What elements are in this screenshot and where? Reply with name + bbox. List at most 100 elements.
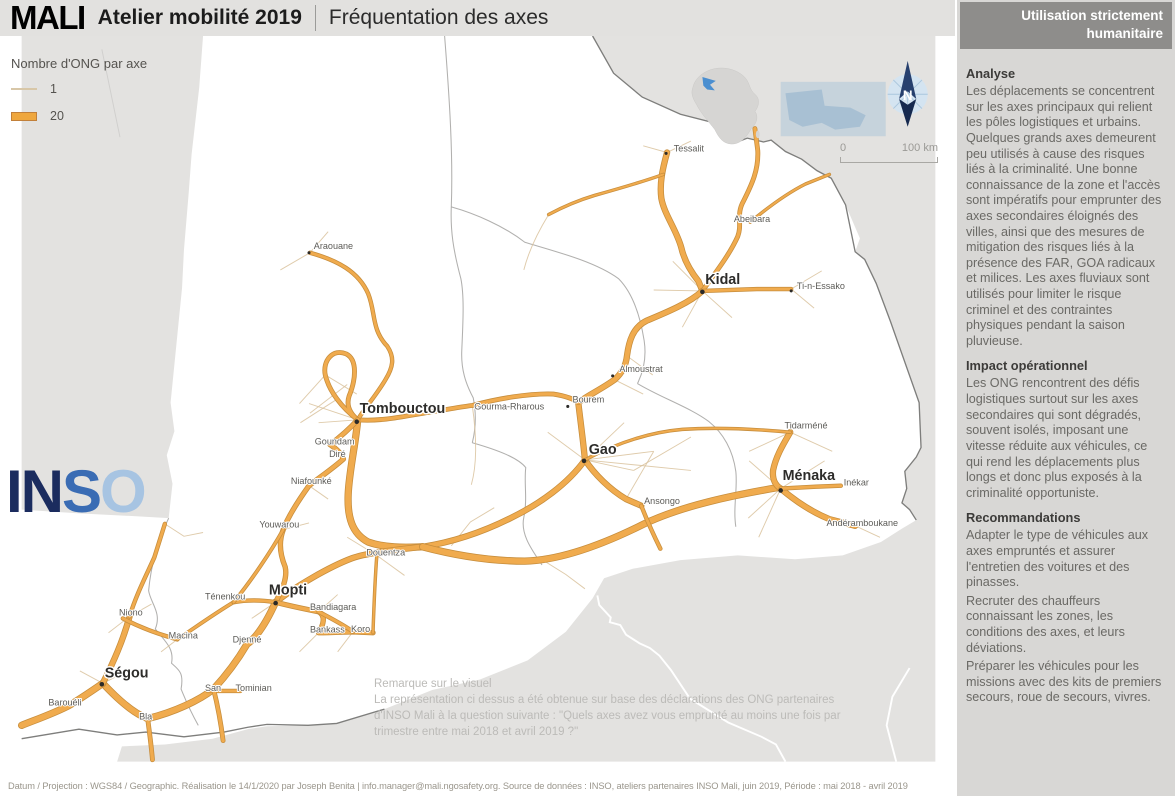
axis-route xyxy=(356,392,580,422)
title-bar: MALI Atelier mobilité 2019 Fréquentation… xyxy=(0,0,955,36)
axis-route xyxy=(372,554,378,634)
city-label: Ségou xyxy=(105,666,149,682)
city-label: Gao xyxy=(589,442,617,458)
inset-mali-shape xyxy=(785,89,866,130)
city-label: Niono xyxy=(119,608,143,618)
axis-route xyxy=(308,251,394,422)
secondary-axis xyxy=(790,288,815,309)
secondary-axis xyxy=(542,559,586,590)
secondary-axes-layer xyxy=(79,140,881,684)
city-dot xyxy=(664,151,668,155)
axis-route xyxy=(128,522,167,618)
axis-casing xyxy=(344,416,427,551)
city-label: Barouéli xyxy=(48,697,81,707)
city-label: Ansongo xyxy=(644,496,680,506)
region-border-tombouctou-gao xyxy=(472,442,543,566)
analysis-panel: Utilisation strictement humanitaire Anal… xyxy=(957,0,1175,796)
axis-casing xyxy=(575,287,706,406)
scale-start-label: 0 xyxy=(840,142,847,154)
axis-route xyxy=(779,484,843,490)
axis-route xyxy=(121,616,179,641)
secondary-axis xyxy=(780,460,825,489)
mali-map: Tessalit Abeibara Kidal Ti-n-Essako Araouane… xyxy=(0,36,957,796)
remark-title: Remarque sur le visuel xyxy=(374,678,492,690)
secondary-axis xyxy=(790,270,822,290)
axis-route xyxy=(273,417,360,605)
secondary-axis xyxy=(164,523,204,537)
city-label: Tombouctou xyxy=(360,401,446,417)
city-label: San xyxy=(205,683,221,693)
city-label: Bankass xyxy=(310,625,345,635)
border-niger-burkina-white xyxy=(885,667,911,762)
secondary-axis xyxy=(584,459,634,471)
axis-route xyxy=(770,429,793,491)
sidebar-section-heading: Analyse xyxy=(966,66,1016,82)
city-dot xyxy=(789,289,793,293)
secondary-axis xyxy=(299,374,326,404)
region-border-kidal-gao xyxy=(451,206,646,384)
sidebar-sections: Analyse Les déplacements se concentrent s… xyxy=(957,49,1175,706)
city-dot xyxy=(700,289,705,295)
secondary-axis xyxy=(337,631,354,653)
city-dot xyxy=(354,419,360,425)
secondary-axis xyxy=(584,422,625,461)
secondary-axis xyxy=(299,632,319,653)
city-label: Djenné xyxy=(233,634,262,644)
inso-logo-letter: N xyxy=(20,458,64,525)
axis-route xyxy=(273,544,426,605)
axis-route xyxy=(211,687,225,743)
region-border-segou-mopti xyxy=(148,517,199,726)
legend-title: Nombre d'ONG par axe xyxy=(11,56,148,71)
usage-notice-badge: Utilisation strictement humanitaire xyxy=(960,2,1172,50)
axis-route xyxy=(18,680,106,729)
sidebar-paragraph: Préparer les véhicules pour les missions… xyxy=(966,659,1162,705)
inso-logo-letter: S xyxy=(62,458,102,525)
outside-area-northwest xyxy=(21,36,204,519)
axis-route xyxy=(419,484,781,564)
compass-needle-north xyxy=(899,60,917,100)
map-credits: Datum / Projection : WGS84 / Geographic.… xyxy=(8,781,908,791)
city-label: Gourma-Rharous xyxy=(474,401,544,411)
secondary-axis xyxy=(309,231,329,254)
secondary-axis xyxy=(584,459,691,471)
secondary-axis xyxy=(747,488,782,519)
axis-route xyxy=(639,504,662,551)
sidebar-paragraph: Recruter des chauffeurs connaissant les … xyxy=(966,593,1125,655)
axis-route xyxy=(232,598,278,604)
secondary-axis xyxy=(748,431,791,452)
city-label: Ti-n-Essako xyxy=(797,281,845,291)
axis-route xyxy=(100,614,132,686)
secondary-axis xyxy=(626,355,654,376)
axis-route xyxy=(658,150,705,294)
city-dot xyxy=(99,682,105,687)
secondary-axis xyxy=(614,379,644,395)
scale-bar-line xyxy=(840,157,938,163)
workshop-title: Atelier mobilité 2019 xyxy=(97,6,302,29)
remark-body: La représentation ci dessus a été obtenu… xyxy=(374,693,841,738)
city-labels-layer: Tessalit Abeibara Kidal Ti-n-Essako Araouane… xyxy=(47,143,899,723)
country-title: MALI xyxy=(10,0,86,36)
secondary-axis xyxy=(625,451,655,500)
legend-max-value: 20 xyxy=(50,109,64,123)
compass-north-label: N xyxy=(903,88,913,103)
axis-route xyxy=(176,600,235,641)
city-label: Youwarou xyxy=(259,520,299,530)
city-label: Kidal xyxy=(705,272,740,288)
city-label: Almoustrat xyxy=(619,364,663,374)
axis-route xyxy=(700,126,760,293)
sidebar-section-heading: Impact opérationnel xyxy=(966,358,1088,374)
city-dot xyxy=(307,251,311,255)
mali-inset-rect xyxy=(780,81,886,137)
axis-route xyxy=(749,173,831,224)
axis-route xyxy=(345,416,426,551)
axis-route xyxy=(778,486,858,529)
city-label: Bandiagara xyxy=(310,602,357,612)
city-label: Inékar xyxy=(844,478,869,488)
legend: Nombre d'ONG par axe 1 20 xyxy=(11,56,147,136)
axis-route xyxy=(547,173,665,216)
city-label: Niafounké xyxy=(291,476,332,486)
axis-route xyxy=(146,716,155,762)
city-label: Mopti xyxy=(269,583,307,599)
city-dot xyxy=(611,374,615,378)
africa-inset xyxy=(691,67,760,145)
